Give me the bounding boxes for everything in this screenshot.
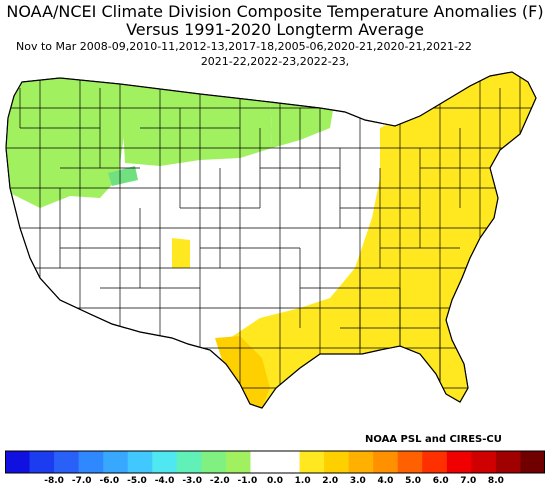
anomaly-colorbar bbox=[5, 450, 545, 474]
colorbar-swatch bbox=[103, 451, 129, 473]
colorbar-swatch bbox=[471, 451, 497, 473]
colorbar-swatch bbox=[78, 451, 104, 473]
colorbar-swatch bbox=[299, 451, 325, 473]
region-northern-rockies-plains bbox=[122, 72, 272, 166]
colorbar-swatch bbox=[152, 451, 178, 473]
colorbar-swatch bbox=[176, 451, 202, 473]
colorbar-swatch bbox=[348, 451, 374, 473]
colorbar-tick-label: -2.0 bbox=[209, 476, 230, 486]
colorbar-swatch bbox=[54, 451, 80, 473]
colorbar-swatch bbox=[225, 451, 251, 473]
colorbar-tick-label: 2.0 bbox=[322, 476, 339, 486]
data-credit: NOAA PSL and CIRES-CU bbox=[365, 434, 502, 445]
colorbar-swatch bbox=[397, 451, 423, 473]
colorbar-swatch bbox=[422, 451, 448, 473]
colorbar-swatch bbox=[201, 451, 227, 473]
colorbar-tick-label: -8.0 bbox=[44, 476, 64, 486]
colorbar-tick-label: 8.0 bbox=[487, 476, 504, 486]
colorbar-swatch bbox=[373, 451, 399, 473]
colorbar-tick-label: -7.0 bbox=[71, 476, 92, 486]
colorbar-tick-label: -5.0 bbox=[127, 476, 147, 486]
colorbar-swatch bbox=[5, 451, 31, 473]
colorbar-tick-label: 3.0 bbox=[349, 476, 366, 486]
colorbar-swatch bbox=[520, 451, 545, 473]
colorbar-swatch bbox=[275, 451, 301, 473]
colorbar-tick-label: 4.0 bbox=[377, 476, 394, 486]
colorbar-tick-label: 5.0 bbox=[405, 476, 422, 486]
region-texas-south bbox=[215, 336, 270, 408]
colorbar-tick-label: 7.0 bbox=[460, 476, 477, 486]
colorbar-border bbox=[5, 450, 545, 474]
colorbar-tick-label: 6.0 bbox=[432, 476, 449, 486]
colorbar-tick-label: -1.0 bbox=[237, 476, 258, 486]
map-title: NOAA/NCEI Climate Division Composite Tem… bbox=[6, 2, 544, 21]
colorbar-tick-label: 1.0 bbox=[294, 476, 311, 486]
colorbar-swatch bbox=[250, 451, 276, 473]
colorbar-swatch bbox=[324, 451, 350, 473]
colorbar-tick-label: 0.0 bbox=[267, 476, 283, 486]
composite-years-line1: Nov to Mar 2008-09,2010-11,2012-13,2017-… bbox=[16, 40, 472, 53]
colorbar-tick-label: -6.0 bbox=[99, 476, 120, 486]
map-title-line2: Versus 1991-2020 Longterm Average bbox=[126, 20, 424, 39]
colorbar-swatch bbox=[495, 451, 521, 473]
region-pacific-northwest bbox=[6, 72, 130, 208]
colorbar-swatch bbox=[446, 451, 472, 473]
colorbar-tick-label: -4.0 bbox=[154, 476, 175, 486]
colorbar-tick-label: -3.0 bbox=[182, 476, 202, 486]
region-southwest-central bbox=[172, 238, 190, 268]
colorbar-swatch bbox=[29, 451, 55, 473]
us-climate-division-map bbox=[5, 71, 537, 409]
colorbar-swatch bbox=[127, 451, 153, 473]
composite-years-line2: 2021-22,2022-23,2022-23, bbox=[200, 55, 350, 68]
us-border bbox=[5, 71, 537, 409]
